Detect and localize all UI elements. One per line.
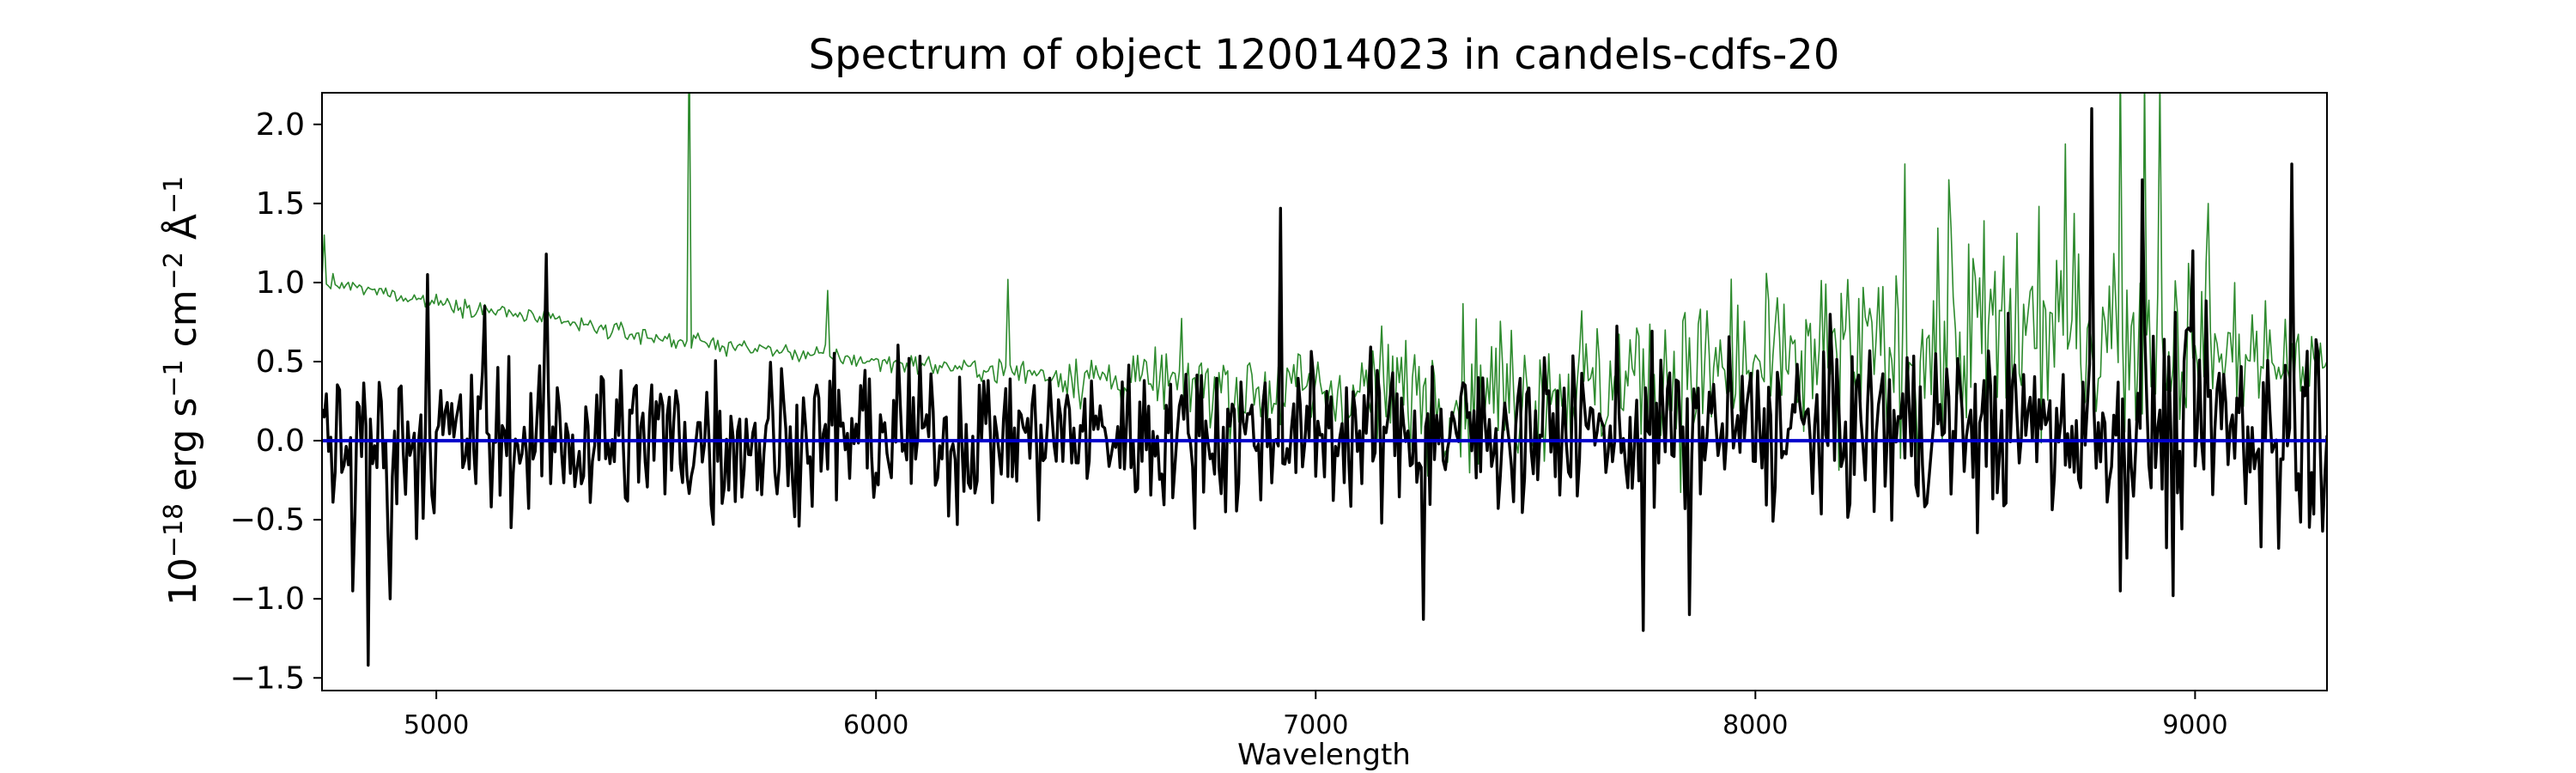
y-label-exp1: −1: [159, 359, 189, 397]
chart-title: Spectrum of object 120014023 in candels-…: [809, 31, 1840, 79]
y-tick-label: 1.5: [256, 186, 305, 222]
x-tick-label: 6000: [843, 710, 908, 740]
x-tick-label: 7000: [1283, 710, 1348, 740]
y-tick-label: −0.5: [230, 502, 305, 538]
y-label-exp3: −1: [159, 176, 189, 214]
x-tick-label: 8000: [1722, 710, 1788, 740]
plot-frame: [321, 92, 2328, 691]
y-tick-label: −1.5: [230, 660, 305, 696]
y-label-part2: cm: [161, 289, 205, 359]
y-tick-label: −1.0: [230, 581, 305, 617]
y-tick-label: 0.0: [256, 423, 305, 459]
y-label-exp2: −2: [159, 252, 189, 289]
y-tick-label: 1.0: [256, 265, 305, 301]
y-label-exp: −18: [159, 503, 189, 557]
y-label-part3: Å: [160, 214, 205, 252]
error-line: [322, 93, 2327, 494]
x-axis-label: Wavelength: [1237, 738, 1411, 772]
x-tick-label: 9000: [2162, 710, 2227, 740]
y-label-part1: erg s: [161, 398, 205, 503]
x-axis: 5000 6000 7000 8000 9000: [404, 691, 2228, 740]
y-tick-label: 0.5: [256, 344, 305, 380]
series-layer: [322, 93, 2327, 667]
y-label-base: 10: [161, 557, 205, 606]
y-tick-label: 2.0: [256, 107, 305, 143]
y-axis-label: 10−18 erg s−1 cm−2 Å−1: [159, 176, 205, 606]
x-tick-label: 5000: [404, 710, 469, 740]
y-axis: −1.5 −1.0 −0.5 0.0 0.5 1.0 1.5 2.0: [230, 107, 322, 696]
flux-line: [322, 107, 2327, 667]
